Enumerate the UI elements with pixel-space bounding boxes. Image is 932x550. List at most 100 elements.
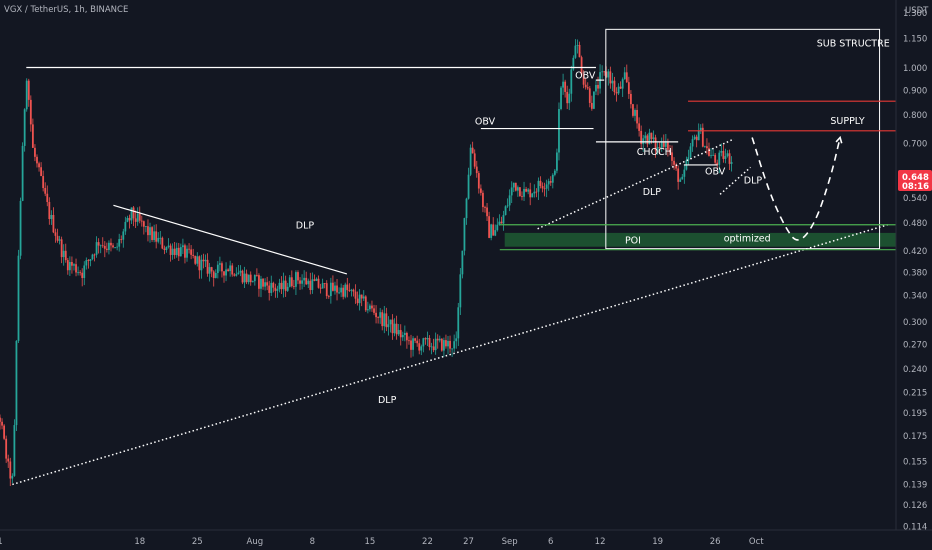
candle-body <box>432 346 435 351</box>
candle-body <box>350 289 353 291</box>
candle-body <box>467 174 470 199</box>
dlp-mini[interactable] <box>719 166 752 195</box>
candle-body <box>145 226 147 227</box>
candle-body <box>58 239 61 241</box>
annotation-label: SUPPLY <box>830 116 864 127</box>
candle-body <box>465 198 468 219</box>
forecast-path[interactable] <box>751 137 841 241</box>
candle-body <box>426 338 429 340</box>
candle-body <box>132 207 135 219</box>
candle-body <box>699 127 702 131</box>
candle-body <box>177 247 180 257</box>
candle-body <box>697 130 700 141</box>
candle-body <box>50 214 53 220</box>
candle-body <box>87 260 90 261</box>
poi-zone[interactable] <box>504 232 896 247</box>
candle-body <box>364 296 367 311</box>
candle-body <box>558 109 560 153</box>
candle-body <box>597 84 599 89</box>
candle-body <box>728 153 731 164</box>
y-tick-label: 0.155 <box>903 457 927 467</box>
candle-body <box>194 255 197 264</box>
forecast-arrowhead <box>835 135 843 144</box>
candle-body <box>354 291 357 299</box>
dlp-july[interactable] <box>113 204 348 275</box>
candle-body <box>584 84 587 88</box>
candle-body <box>29 99 32 125</box>
candle-body <box>40 167 43 177</box>
annotation-label: POI <box>625 235 641 246</box>
candle-body <box>17 255 20 341</box>
candle-body <box>510 187 513 196</box>
candle-body <box>175 247 178 256</box>
candle-body <box>356 298 359 304</box>
y-tick-label: 0.700 <box>903 139 927 149</box>
x-tick-label: 26 <box>710 537 721 547</box>
candle-body <box>490 224 493 238</box>
supply-zone[interactable] <box>688 101 896 131</box>
candle-body <box>514 182 517 191</box>
candle-body <box>321 283 324 289</box>
dlp-major[interactable] <box>12 224 888 486</box>
x-tick-label: 6 <box>548 537 553 547</box>
candle-body <box>200 259 203 271</box>
candle-body <box>249 274 252 283</box>
candle-body <box>290 277 293 287</box>
candle-body <box>196 256 199 264</box>
x-tick-label: 27 <box>463 537 474 547</box>
candle-body <box>652 137 655 139</box>
candle-body <box>251 281 254 283</box>
candle-body <box>19 200 22 256</box>
x-tick-label: Sep <box>502 537 518 547</box>
candle-body <box>656 147 659 151</box>
candle-body <box>157 237 160 242</box>
candle-body <box>62 250 65 258</box>
candle-body <box>124 221 127 232</box>
candle-body <box>494 230 497 236</box>
candle-body <box>198 256 201 271</box>
sub-structure-box[interactable] <box>605 28 881 250</box>
candle-body <box>303 277 306 281</box>
candle-body <box>81 272 84 278</box>
candle-body <box>274 287 277 291</box>
candle-body <box>237 272 240 275</box>
candle-body <box>469 147 472 175</box>
candle-body <box>346 284 349 291</box>
candle-body <box>560 87 562 110</box>
candle-body <box>724 156 727 159</box>
candle-body <box>521 196 523 197</box>
candle-body <box>461 250 464 275</box>
candle-body <box>295 272 297 287</box>
candle-body <box>128 217 131 221</box>
candle-body <box>7 458 10 462</box>
x-tick-label: Oct <box>749 537 764 547</box>
candle-body <box>190 249 193 255</box>
candle-body <box>307 280 310 285</box>
candle-body <box>327 296 330 297</box>
candle-body <box>447 340 449 347</box>
candle-body <box>68 262 71 271</box>
x-tick-label: 8 <box>310 537 315 547</box>
candle-body <box>151 227 153 240</box>
annotation-label: CHOCH <box>637 147 672 158</box>
candle-body <box>169 245 172 255</box>
candle-body <box>204 259 207 262</box>
current-price-tag: 0.648 08:16 <box>898 170 932 192</box>
candle-body <box>706 146 708 149</box>
candle-body <box>428 338 431 348</box>
candle-body <box>539 180 542 186</box>
price-tag-box <box>898 170 932 191</box>
candle-body <box>231 265 234 275</box>
candle-body <box>38 163 40 168</box>
x-tick-label: 12 <box>595 537 606 547</box>
x-tick-label: 19 <box>652 537 663 547</box>
candle-body <box>255 274 258 276</box>
candle-body <box>319 287 322 289</box>
candle-body <box>21 145 24 201</box>
candle-body <box>99 245 102 247</box>
candle-body <box>167 245 170 247</box>
dlp-sep[interactable] <box>537 138 735 230</box>
candle-body <box>140 220 143 222</box>
